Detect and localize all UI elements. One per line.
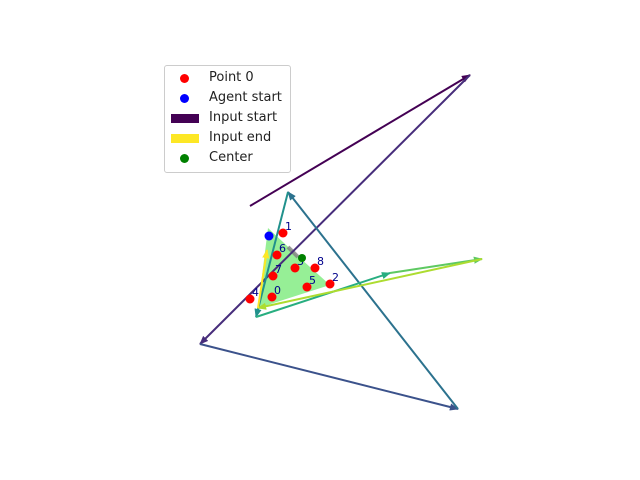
legend-item-center: Center (165, 149, 290, 169)
trajectory-segment-0 (249, 74, 471, 207)
agent-start-point (264, 231, 274, 241)
point-label-0: 0 (274, 284, 281, 297)
legend-label-center: Center (209, 150, 253, 165)
trajectory-layer (199, 74, 483, 411)
point-label-2: 2 (332, 271, 339, 284)
trajectory-segment-3 (287, 191, 459, 410)
point-label-7: 7 (275, 263, 282, 276)
point-0 (267, 292, 277, 302)
point-5 (302, 282, 312, 292)
point-2 (325, 279, 335, 289)
legend-label-agent-start: Agent start (209, 90, 282, 105)
point-label-1: 1 (285, 220, 292, 233)
legend-item-agent-start: Agent start (165, 89, 290, 109)
point-4 (245, 294, 255, 304)
legend-marker-point (180, 74, 189, 83)
trajectory-segment-7 (257, 258, 483, 310)
legend-marker-center (180, 154, 189, 163)
legend-label-point: Point 0 (209, 70, 254, 85)
legend-item-input-end: Input end (165, 129, 290, 149)
legend: Point 0 Agent start Input start Input en… (164, 65, 291, 173)
trajectory-segment-5 (255, 272, 391, 318)
legend-patch-input-start (171, 114, 199, 123)
point-1 (278, 228, 288, 238)
legend-label-input-start: Input start (209, 110, 278, 125)
point-8 (310, 263, 320, 273)
point-label-8: 8 (317, 255, 324, 268)
point-label-4: 4 (252, 286, 259, 299)
legend-item-input-start: Input start (165, 109, 290, 129)
point-label-6: 6 (279, 242, 286, 255)
trajectory-segment-4 (254, 191, 289, 318)
legend-item-point: Point 0 (165, 69, 290, 89)
trajectory-segment-1 (199, 74, 471, 345)
trajectory-segment-8 (257, 249, 270, 309)
legend-label-input-end: Input end (209, 130, 272, 145)
point-label-5: 5 (309, 274, 316, 287)
trajectory-segment-2 (199, 343, 459, 411)
point-6 (272, 250, 282, 260)
point-3 (290, 263, 300, 273)
points-layer: 012345678 (245, 220, 339, 304)
center-point (298, 254, 306, 262)
legend-marker-agent-start (180, 94, 189, 103)
point-7 (268, 271, 278, 281)
legend-patch-input-end (171, 134, 199, 143)
